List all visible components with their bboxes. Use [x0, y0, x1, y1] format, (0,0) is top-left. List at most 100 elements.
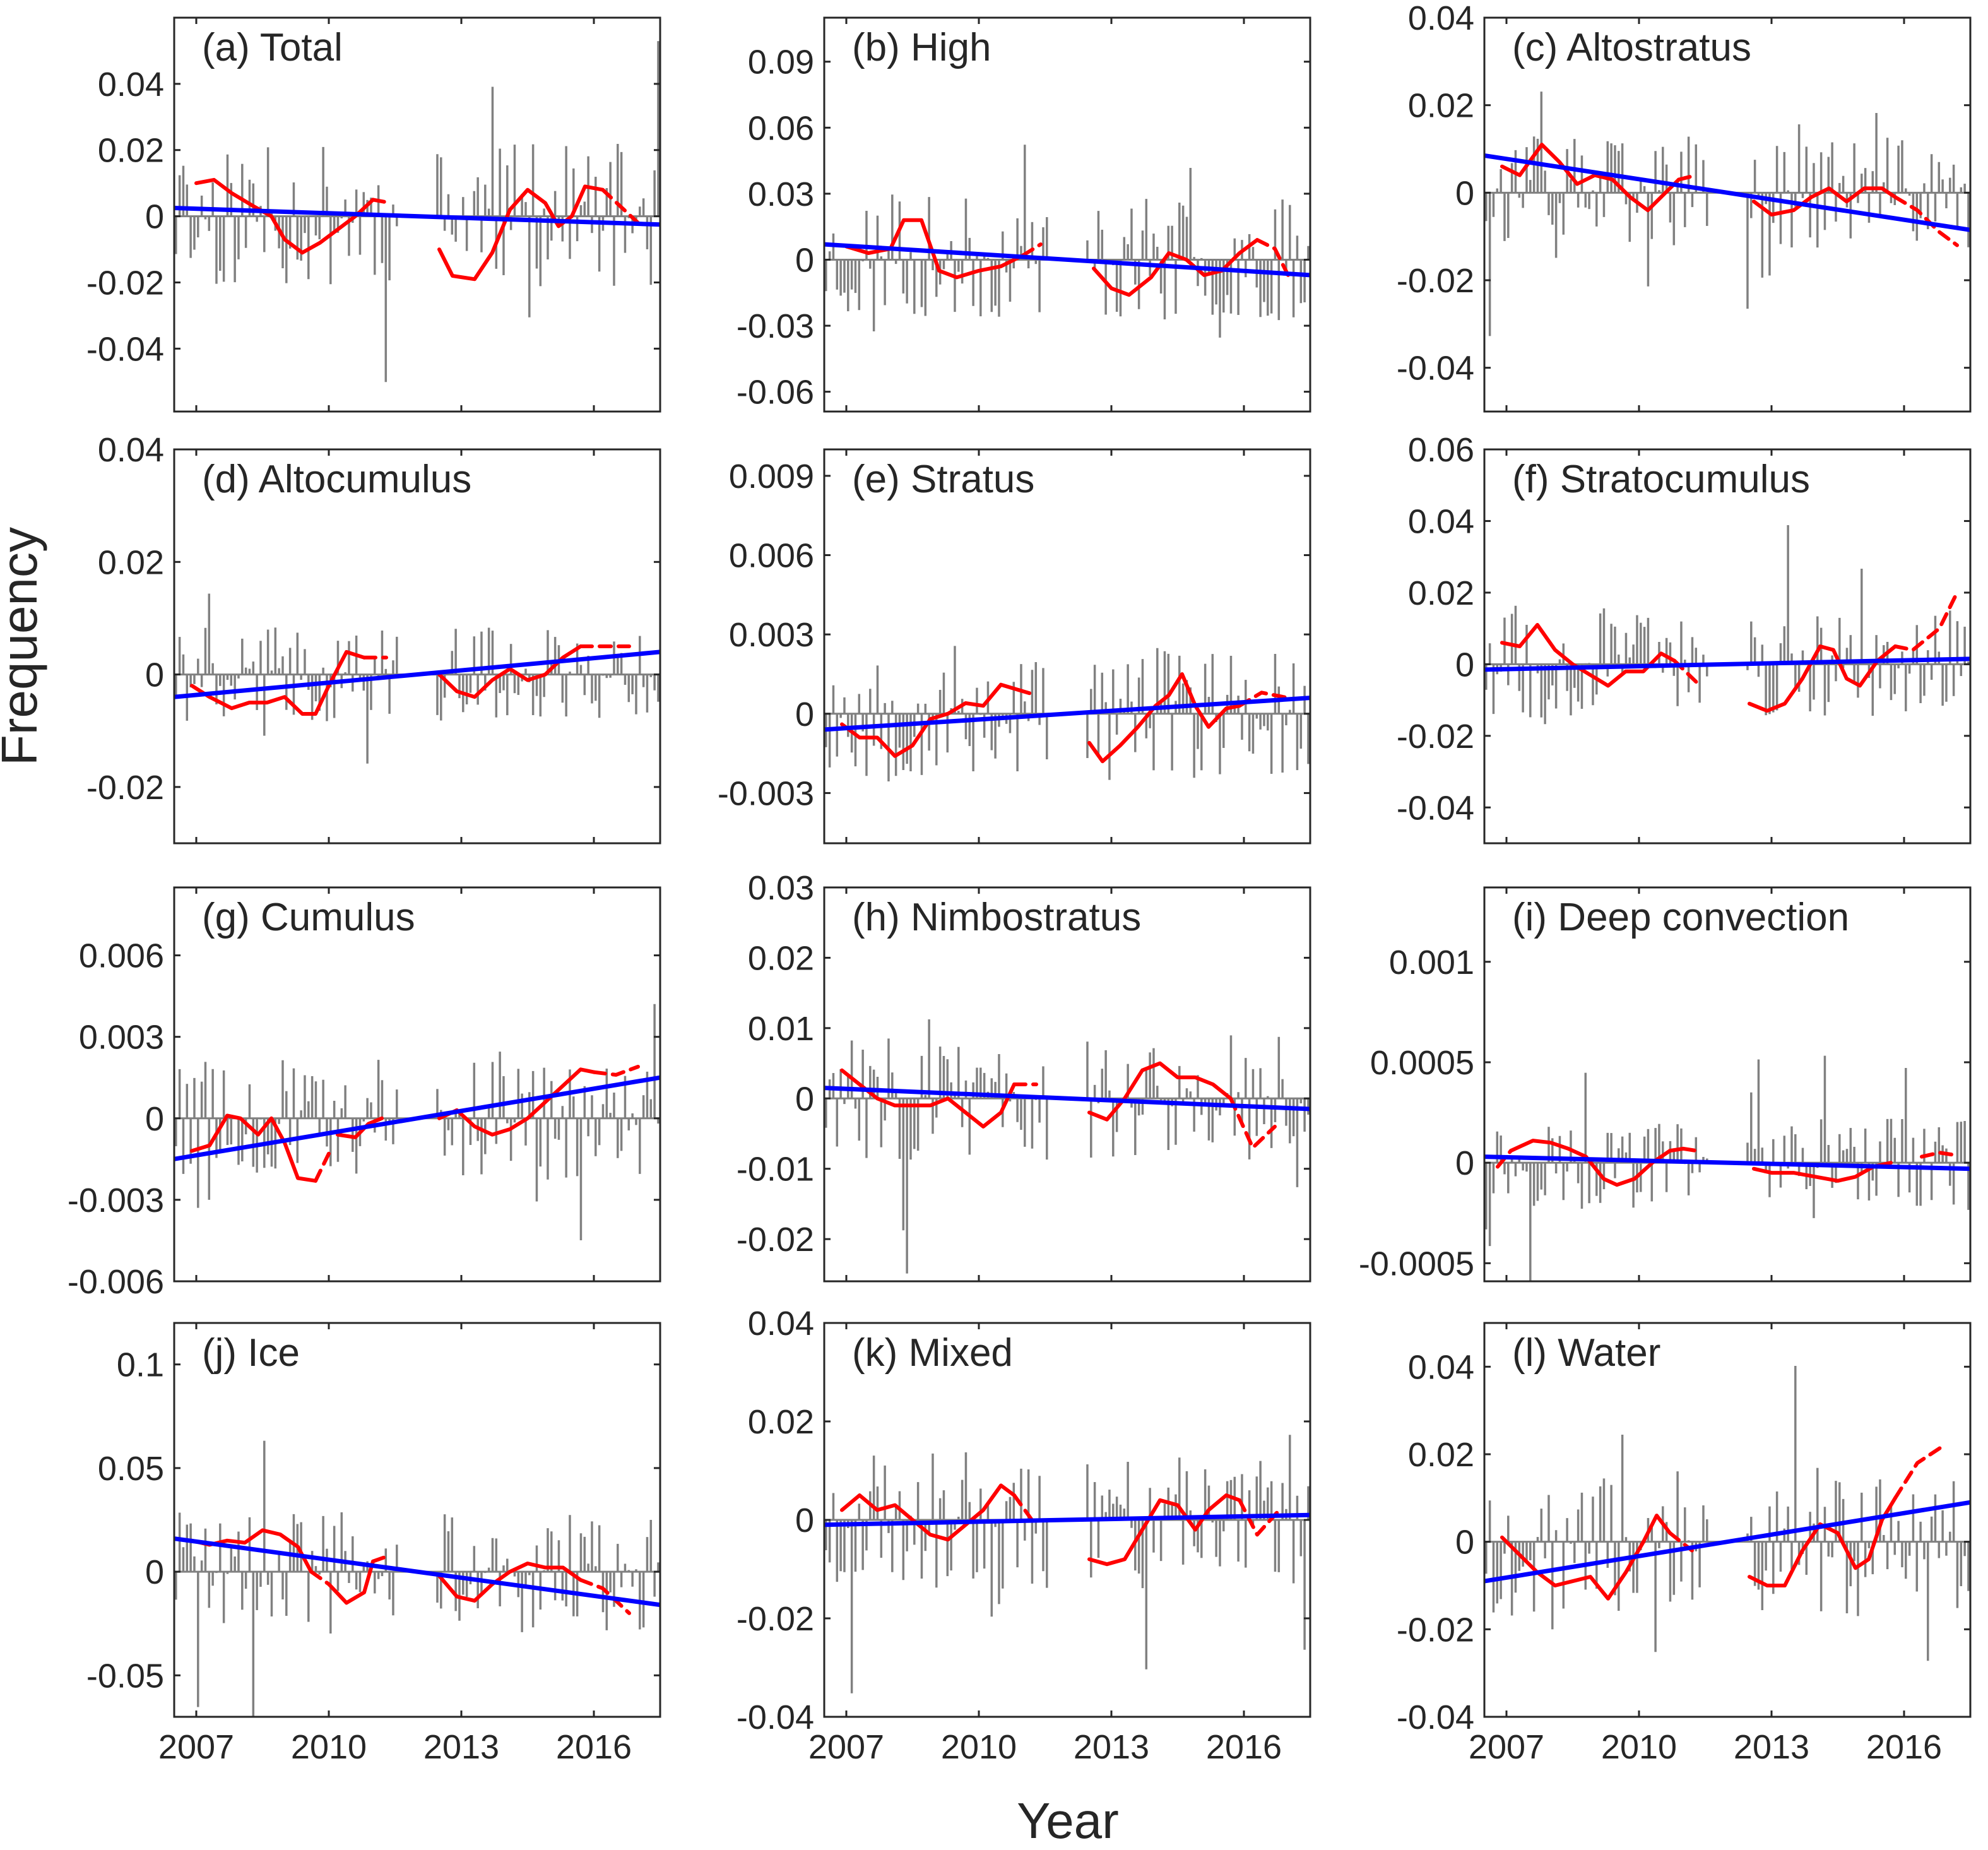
y-tick-label: -0.0005	[1359, 1245, 1474, 1283]
y-tick-label: -0.04	[1397, 789, 1474, 827]
running-mean-solid	[327, 1559, 375, 1605]
running-mean-dashed	[1021, 242, 1043, 258]
running-mean-solid	[437, 1067, 596, 1137]
plot-area-g	[174, 1004, 660, 1240]
y-tick-label: 0.001	[1389, 944, 1474, 981]
trend-line	[174, 206, 660, 227]
y-tick-label: 0	[795, 1502, 814, 1539]
y-tick-label: 0.06	[1408, 431, 1474, 469]
panel-title: (h) Nimbostratus	[852, 896, 1141, 939]
y-tick-label: 0.02	[748, 1403, 814, 1441]
running-mean-dashed	[1229, 1096, 1277, 1150]
running-mean-dashed	[1012, 1493, 1034, 1522]
y-tick-label: -0.02	[86, 769, 164, 807]
running-mean-dashed	[1677, 173, 1698, 182]
y-tick-label: 0	[145, 1100, 164, 1138]
running-mean-solid	[1500, 1514, 1672, 1601]
panel-c: -0.04 -0.02 0 0.02 0.04 (c) Altostratus	[1397, 0, 1972, 413]
y-tick-label: -0.003	[68, 1182, 164, 1219]
panel-l: -0.04 -0.02 0 0.02 0.04 2007 2010 2013 2016 (l) W…	[1397, 1322, 1972, 1766]
panel-f: -0.04 -0.02 0 0.02 0.04 0.06 (f) Stratocumulus	[1397, 431, 1972, 845]
x-tick-label: 2007	[158, 1728, 234, 1766]
trend-line	[1484, 153, 1970, 232]
y-tick-label: 0.0005	[1370, 1044, 1474, 1082]
plot-area-j	[174, 1440, 660, 1717]
y-tick-label: 0.02	[748, 939, 814, 977]
trend-line	[824, 1512, 1310, 1527]
y-tick-label: 0.02	[1408, 574, 1474, 612]
plot-area-b	[824, 145, 1310, 338]
y-tick-label: 0.04	[98, 431, 164, 469]
y-tick-label: 0	[1455, 1144, 1474, 1182]
y-tick-label: 0.02	[98, 132, 164, 170]
running-mean-solid	[336, 1116, 384, 1139]
axes-frame	[823, 886, 1311, 1283]
y-tick-label: 0.03	[748, 869, 814, 907]
running-mean-dashed	[1255, 238, 1290, 277]
panel-k: -0.04 -0.02 0 0.02 0.04 2007 2010 2013 2016 (k) M…	[737, 1305, 1311, 1766]
plot-area-d	[174, 593, 660, 764]
trend-line	[174, 1536, 660, 1608]
trend-line	[824, 242, 1310, 278]
panel-title: (c) Altostratus	[1512, 26, 1751, 69]
panel-i: -0.0005 0 0.0005 0.001 (i) Deep convection	[1359, 886, 1972, 1283]
axes-frame	[173, 886, 661, 1283]
running-mean-solid	[437, 1562, 583, 1603]
plot-area-h	[824, 1019, 1310, 1274]
trend-line	[174, 1075, 660, 1161]
running-mean-solid	[1748, 1496, 1897, 1587]
y-tick-label: -0.02	[1397, 1611, 1474, 1649]
panel-title: (d) Altocumulus	[202, 458, 471, 501]
panel-g: -0.006 -0.003 0 0.003 0.006 (g) Cumulus	[68, 886, 661, 1301]
x-tick-label: 2013	[1734, 1728, 1809, 1766]
axes-frame	[173, 448, 661, 845]
panel-title: (f) Stratocumulus	[1512, 458, 1810, 501]
panels: -0.04 -0.02 0 0.02 0.04 (a) Total -0.06 -0.03 0 0…	[68, 0, 1972, 1766]
y-tick-label: 0	[1455, 174, 1474, 212]
running-mean-dashed	[1893, 1444, 1946, 1500]
panel-j: -0.05 0 0.05 0.1 2007 2010 2013 2016 (j) Ice	[86, 1322, 661, 1766]
y-tick-label: 0.04	[1408, 502, 1474, 540]
plot-area-e	[824, 646, 1310, 781]
y-tick-label: 0.006	[79, 937, 164, 975]
y-tick-label: 0.02	[1408, 1436, 1474, 1474]
running-mean-solid	[190, 1113, 317, 1183]
y-tick-label: -0.04	[86, 330, 164, 368]
axes-frame	[823, 16, 1311, 413]
plot-area-i	[1484, 1055, 1970, 1281]
panel-d: -0.02 0 0.02 0.04 (d) Altocumulus	[86, 431, 661, 845]
y-tick-label: 0.04	[1408, 0, 1474, 37]
y-tick-label: 0.02	[1408, 87, 1474, 125]
y-tick-label: 0.003	[729, 616, 814, 654]
axes-frame	[1483, 16, 1972, 413]
y-tick-label: -0.04	[1397, 1699, 1474, 1736]
y-tick-label: 0	[1455, 1524, 1474, 1562]
plot-area-c	[1484, 92, 1970, 336]
axes-frame	[1483, 1322, 1972, 1718]
x-tick-label: 2010	[1601, 1728, 1677, 1766]
y-tick-label: 0.006	[729, 537, 814, 575]
y-tick-label: -0.06	[737, 374, 814, 412]
y-tick-label: 0.01	[748, 1010, 814, 1048]
running-mean-solid	[840, 1483, 1016, 1542]
panel-title: (g) Cumulus	[202, 896, 415, 939]
panel-e: -0.003 0 0.003 0.006 0.009 (e) Stratus	[718, 448, 1311, 845]
y-tick-label: 0	[145, 656, 164, 694]
y-tick-label: -0.02	[1397, 718, 1474, 756]
running-mean-dashed	[371, 198, 393, 205]
y-tick-label: -0.03	[737, 307, 814, 345]
running-mean-dashed	[314, 1151, 331, 1183]
y-tick-label: -0.04	[1397, 350, 1474, 388]
x-tick-label: 2016	[1866, 1728, 1942, 1766]
y-tick-label: -0.02	[737, 1600, 814, 1638]
x-tick-label: 2016	[556, 1728, 632, 1766]
running-mean-solid	[1087, 672, 1241, 764]
y-tick-label: -0.02	[1397, 262, 1474, 300]
running-mean-solid	[844, 218, 1025, 280]
panel-title: (j) Ice	[202, 1331, 300, 1375]
running-mean-dashed	[1920, 1151, 1955, 1159]
running-mean-solid	[190, 649, 366, 716]
panel-h: -0.02 -0.01 0 0.01 0.02 0.03 (h) Nimbostratus	[737, 869, 1311, 1283]
axes-frame	[823, 448, 1311, 845]
